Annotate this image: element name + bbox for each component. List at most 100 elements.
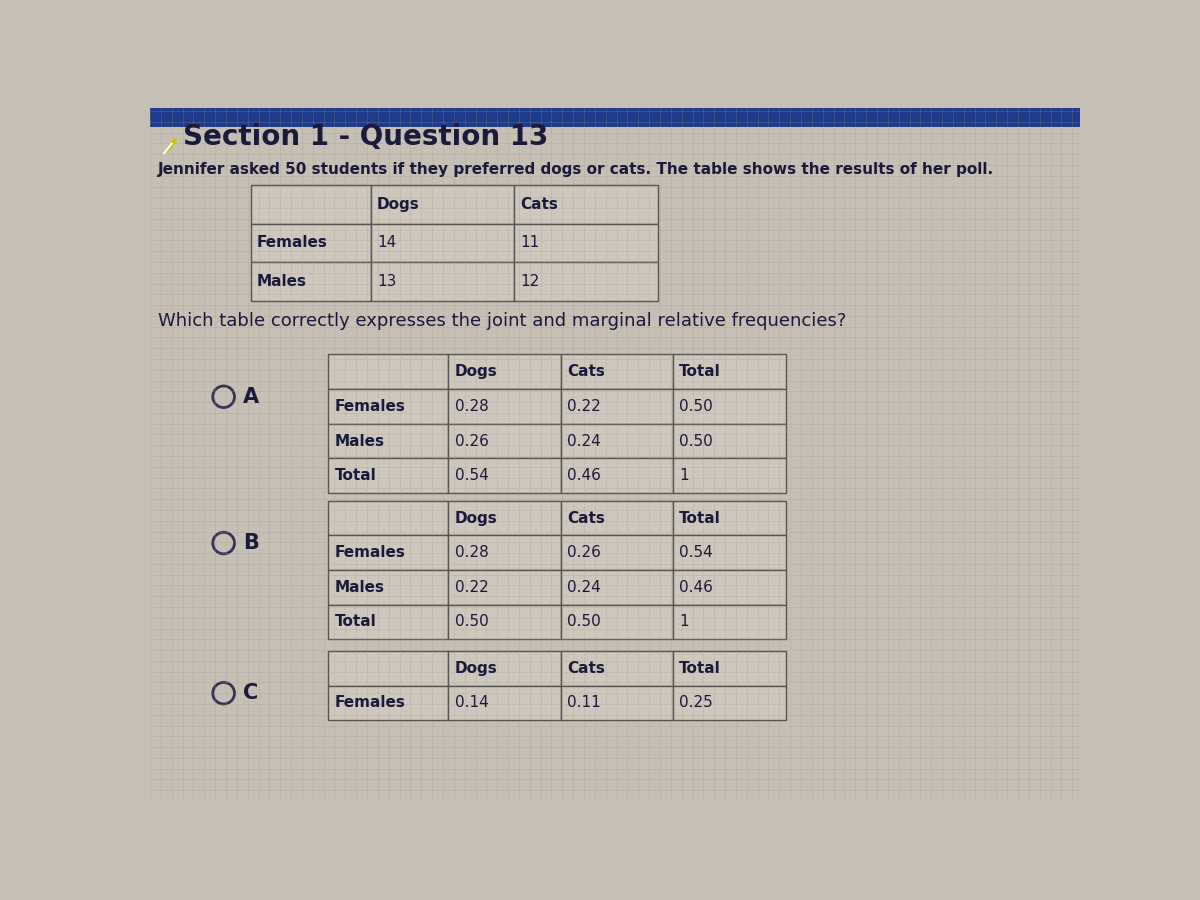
Text: 12: 12 (521, 274, 540, 289)
Bar (251, 223, 371, 262)
Text: Section 1 - Question 13: Section 1 - Question 13 (182, 123, 548, 151)
Bar (515, 262, 658, 301)
Text: 0.22: 0.22 (566, 399, 601, 414)
Text: A: A (242, 387, 259, 407)
Bar (449, 458, 560, 493)
Text: Males: Males (257, 274, 307, 289)
Bar (673, 458, 786, 493)
Text: 0.46: 0.46 (566, 468, 601, 483)
Text: 1: 1 (679, 468, 689, 483)
Bar (371, 262, 515, 301)
Bar (560, 500, 673, 536)
Text: Males: Males (335, 434, 384, 448)
Text: Dogs: Dogs (377, 197, 420, 211)
Text: 0.25: 0.25 (679, 696, 713, 710)
Bar (150, 108, 1080, 127)
Text: 0.22: 0.22 (455, 580, 488, 595)
Bar (329, 536, 449, 570)
Bar (673, 355, 786, 389)
Bar (449, 686, 560, 720)
Text: 0.24: 0.24 (566, 580, 601, 595)
Text: Total: Total (679, 661, 721, 676)
Text: Total: Total (335, 615, 377, 629)
Text: 0.26: 0.26 (566, 545, 601, 560)
Bar (449, 651, 560, 686)
Bar (560, 458, 673, 493)
Bar (329, 424, 449, 458)
Bar (673, 500, 786, 536)
Bar (673, 651, 786, 686)
Text: Total: Total (335, 468, 377, 483)
Text: 0.11: 0.11 (566, 696, 601, 710)
Bar (449, 500, 560, 536)
Bar (673, 536, 786, 570)
Bar (329, 605, 449, 639)
Bar (673, 686, 786, 720)
Bar (449, 424, 560, 458)
Bar (329, 570, 449, 605)
Text: 0.50: 0.50 (679, 434, 713, 448)
Text: 0.26: 0.26 (455, 434, 488, 448)
Bar (560, 424, 673, 458)
Bar (329, 500, 449, 536)
Text: Females: Females (257, 235, 328, 250)
Text: Total: Total (679, 364, 721, 379)
Text: 0.50: 0.50 (566, 615, 601, 629)
Bar (560, 536, 673, 570)
Text: 0.28: 0.28 (455, 545, 488, 560)
Bar (515, 185, 658, 223)
Bar (329, 651, 449, 686)
Text: 0.54: 0.54 (455, 468, 488, 483)
Text: Which table correctly expresses the joint and marginal relative frequencies?: Which table correctly expresses the join… (157, 312, 846, 330)
Text: 0.28: 0.28 (455, 399, 488, 414)
Text: Cats: Cats (566, 510, 605, 526)
Bar (673, 605, 786, 639)
Text: Jennifer asked 50 students if they preferred dogs or cats. The table shows the r: Jennifer asked 50 students if they prefe… (157, 162, 994, 177)
Text: Cats: Cats (521, 197, 558, 211)
Bar (560, 389, 673, 424)
Bar (329, 355, 449, 389)
Bar (251, 185, 371, 223)
Text: 13: 13 (377, 274, 396, 289)
Text: Females: Females (335, 545, 406, 560)
Bar (329, 686, 449, 720)
Text: 14: 14 (377, 235, 396, 250)
Text: 0.50: 0.50 (679, 399, 713, 414)
Text: 0.24: 0.24 (566, 434, 601, 448)
Bar (560, 605, 673, 639)
Text: Dogs: Dogs (455, 364, 497, 379)
Bar (515, 223, 658, 262)
Text: Females: Females (335, 399, 406, 414)
Bar (449, 536, 560, 570)
Bar (560, 570, 673, 605)
Bar (329, 458, 449, 493)
Bar (449, 570, 560, 605)
Bar (673, 424, 786, 458)
Bar (560, 355, 673, 389)
Bar (329, 389, 449, 424)
Text: 0.14: 0.14 (455, 696, 488, 710)
Text: 1: 1 (679, 615, 689, 629)
Text: C: C (242, 683, 258, 703)
Text: Males: Males (335, 580, 384, 595)
Bar (673, 570, 786, 605)
Text: Females: Females (335, 696, 406, 710)
Text: 0.54: 0.54 (679, 545, 713, 560)
Text: 0.46: 0.46 (679, 580, 713, 595)
Bar (251, 262, 371, 301)
Text: 11: 11 (521, 235, 540, 250)
Text: Dogs: Dogs (455, 510, 497, 526)
Bar (560, 651, 673, 686)
Text: Dogs: Dogs (455, 661, 497, 676)
Text: Cats: Cats (566, 661, 605, 676)
Bar (449, 389, 560, 424)
Bar (371, 185, 515, 223)
Text: 0.50: 0.50 (455, 615, 488, 629)
Text: Total: Total (679, 510, 721, 526)
Bar (673, 389, 786, 424)
Bar (371, 223, 515, 262)
Text: Cats: Cats (566, 364, 605, 379)
Bar (449, 355, 560, 389)
Bar (560, 686, 673, 720)
Bar (449, 605, 560, 639)
